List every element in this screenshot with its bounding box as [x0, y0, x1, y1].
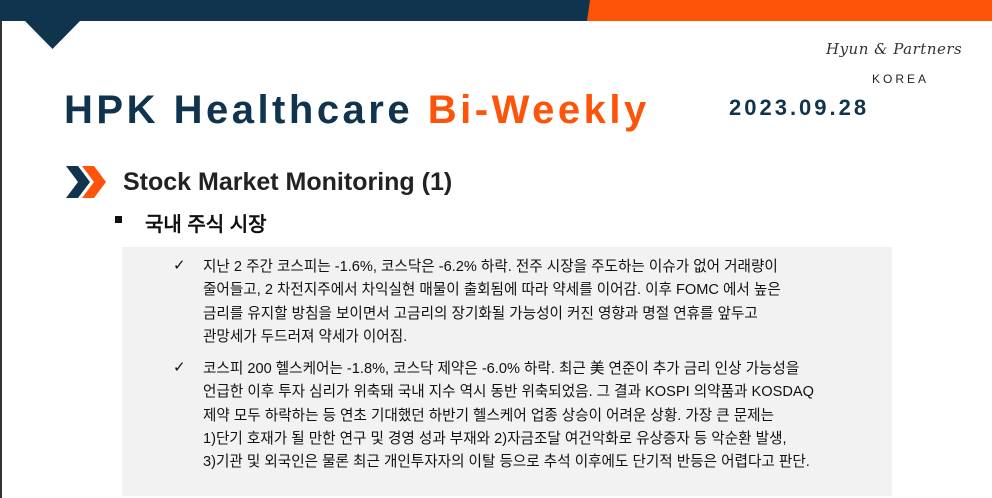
double-chevron-right-icon — [66, 166, 106, 198]
square-bullet-icon — [115, 216, 122, 223]
text-line: 언급한 이후 투자 심리가 위축돼 국내 지수 역시 동반 위축되었음. 그 결… — [203, 384, 814, 401]
checkmark-icon: ✓ — [173, 257, 186, 274]
brand-logo: Hyun & Partners — [826, 40, 963, 58]
content-box: ✓ 지난 2 주간 코스피는 -1.6%, 코스닥은 -6.2% 하락. 전주 … — [122, 247, 892, 496]
header-bar-navy — [0, 0, 600, 21]
header-pointer — [25, 21, 80, 49]
text-line: 코스피 200 헬스케어는 -1.8%, 코스닥 제약은 -6.0% 하락. 최… — [203, 361, 800, 377]
brand-country: KOREA — [872, 72, 930, 86]
checkmark-icon: ✓ — [173, 359, 186, 376]
page-title: HPK Healthcare Bi-Weekly — [64, 88, 650, 133]
header-bar-orange — [587, 0, 992, 21]
text-line: 금리를 유지할 방침을 보이면서 고금리의 장기화될 가능성이 커진 영향과 명… — [203, 305, 758, 322]
text-line: 관망세가 두드러져 약세가 이어짐. — [203, 328, 408, 345]
section-title: Stock Market Monitoring (1) — [123, 168, 453, 196]
text-line: 1)단기 호재가 될 만한 연구 및 경영 성과 부재와 2)자금조달 여건악화… — [203, 430, 787, 447]
text-line: 제약 모두 하락하는 등 연초 기대했던 하반기 헬스케어 업종 상승이 어려운… — [203, 407, 775, 424]
report-date: 2023.09.28 — [729, 95, 870, 120]
section-subtitle: 국내 주식 시장 — [145, 214, 267, 236]
text-line: 줄어들고, 2 차전지주에서 차익실현 매물이 출회됨에 따라 약세를 이어감.… — [203, 282, 781, 299]
text-line: 지난 2 주간 코스피는 -1.6%, 코스닥은 -6.2% 하락. 전주 시장… — [203, 259, 778, 275]
page-border — [0, 0, 2, 498]
title-accent: Bi-Weekly — [427, 88, 650, 132]
text-line: 3)기관 및 외국인은 물론 최근 개인투자자의 이탈 등으로 추석 이후에도 … — [203, 454, 810, 471]
title-main: HPK Healthcare — [64, 88, 414, 132]
